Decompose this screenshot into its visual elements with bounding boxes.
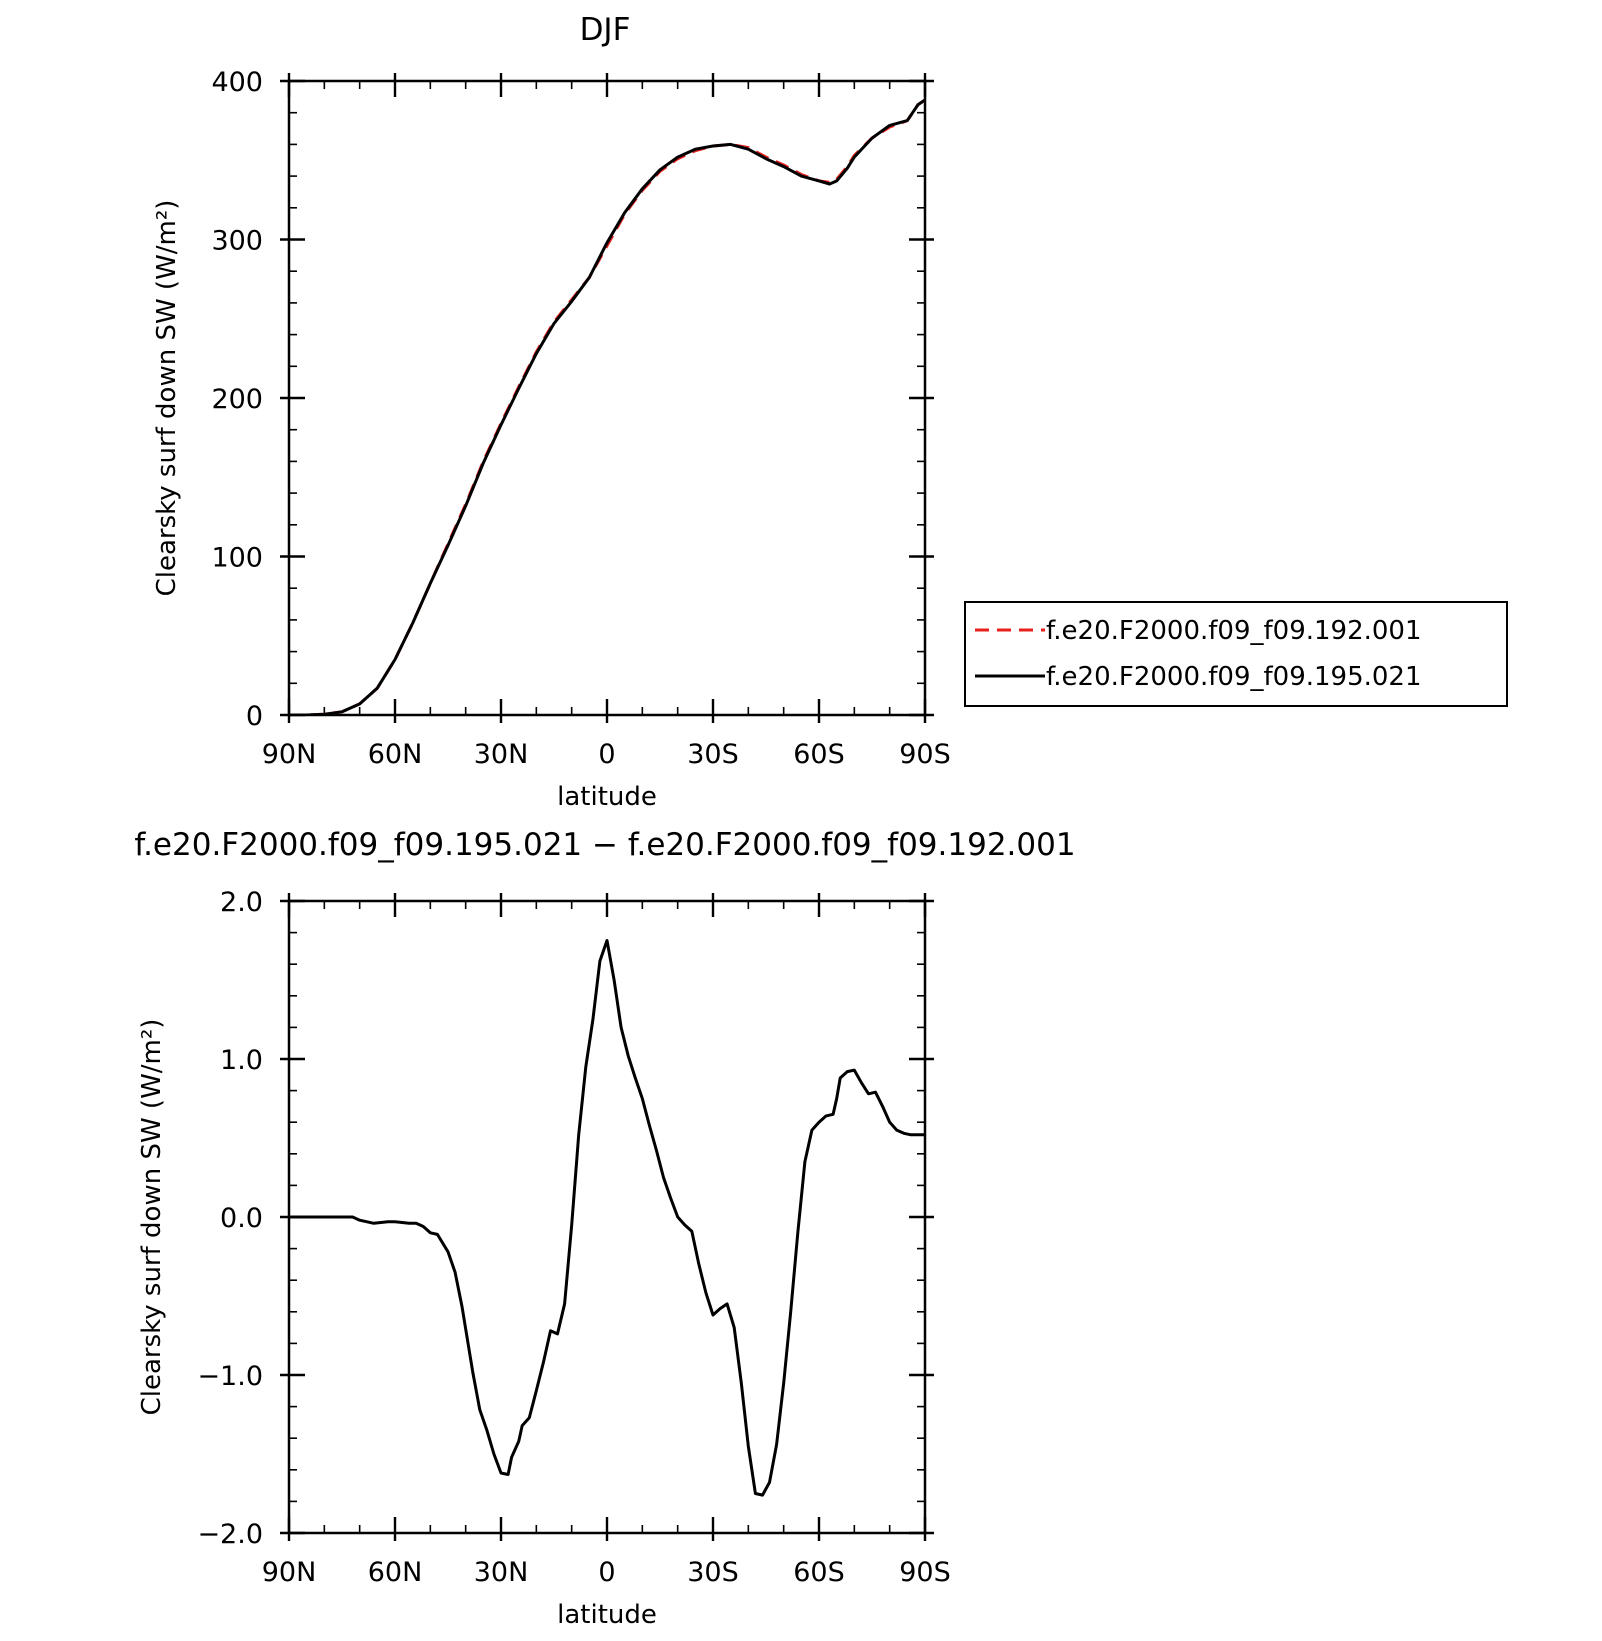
y-tick-label: 0 — [246, 701, 263, 732]
x-tick-label: 60N — [368, 739, 423, 770]
y-tick-label: 400 — [211, 67, 263, 98]
x-tick-label: 0 — [598, 1557, 615, 1588]
x-tick-label: 30N — [474, 1557, 529, 1588]
plot-frame — [287, 79, 927, 717]
x-tick-label: 30S — [687, 1557, 739, 1588]
series-line-0 — [289, 939, 925, 1497]
x-tick-label: 90S — [899, 739, 951, 770]
chart-title: f.e20.F2000.f09_f09.195.021 − f.e20.F200… — [134, 827, 1075, 863]
x-tick-label: 90S — [899, 1557, 951, 1588]
x-tick-label: 0 — [598, 739, 615, 770]
x-tick-label: 30N — [474, 739, 529, 770]
x-axis-title: latitude — [557, 782, 657, 812]
x-tick-label: 60N — [368, 1557, 423, 1588]
legend-label: f.e20.F2000.f09_f09.195.021 — [1046, 662, 1422, 692]
y-tick-label: −1.0 — [197, 1361, 263, 1392]
chart-title: DJF — [580, 12, 631, 48]
y-tick-label: −2.0 — [197, 1519, 263, 1550]
legend-box — [964, 601, 1508, 707]
x-axis-title: latitude — [557, 1600, 657, 1630]
x-tick-label: 60S — [793, 1557, 845, 1588]
legend-label: f.e20.F2000.f09_f09.192.001 — [1046, 616, 1422, 646]
y-tick-label: 1.0 — [220, 1045, 263, 1076]
x-tick-label: 90N — [262, 1557, 317, 1588]
series-line-0 — [289, 98, 925, 715]
top-panel-djf: 90N 60N 30N 0 30S 60S 90S 0 100 200 300 400 latitude… — [152, 12, 951, 812]
plot-frame — [287, 899, 927, 1535]
y-tick-label: 300 — [211, 226, 263, 257]
y-tick-label: 0.0 — [220, 1203, 263, 1234]
y-tick-label: 200 — [211, 384, 263, 415]
y-axis-title: Clearsky surf down SW (W/m²) — [137, 1019, 167, 1416]
bottom-panel-difference: 90N 60N 30N 0 30S 60S 90S −2.0 −1.0 0.0 1.0 2.0 lati… — [134, 827, 1075, 1630]
y-axis-title: Clearsky surf down SW (W/m²) — [152, 200, 182, 597]
legend: f.e20.F2000.f09_f09.192.001 f.e20.F2000.f… — [964, 601, 1508, 707]
y-tick-label: 2.0 — [220, 887, 263, 918]
x-tick-label: 60S — [793, 739, 845, 770]
x-tick-label: 30S — [687, 739, 739, 770]
y-tick-label: 100 — [211, 543, 263, 574]
series-line-1 — [289, 98, 925, 715]
x-tick-label: 90N — [262, 739, 317, 770]
